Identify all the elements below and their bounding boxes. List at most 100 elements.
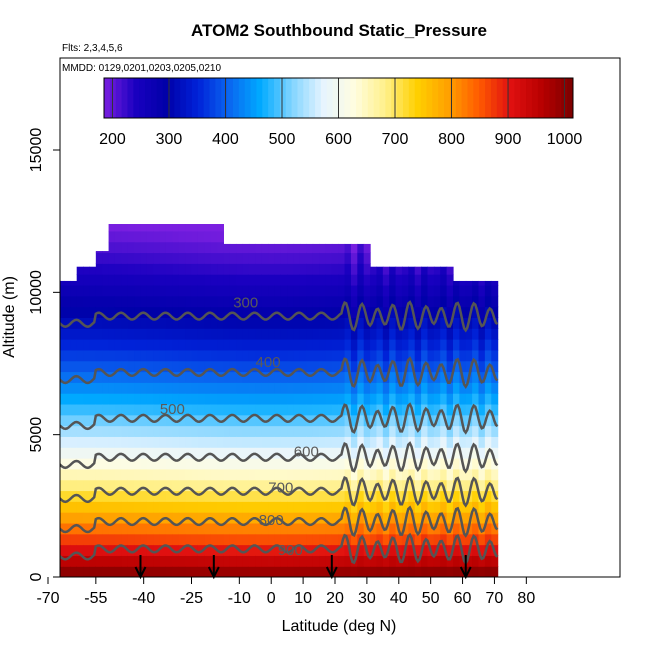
- heatmap-cell: [191, 317, 199, 329]
- heatmap-cell: [146, 339, 154, 351]
- heatmap-cell: [274, 458, 282, 470]
- heatmap-cell: [312, 360, 320, 373]
- heatmap-cell: [491, 479, 499, 492]
- heatmap-cell: [140, 328, 148, 340]
- heatmap-cell: [268, 566, 276, 577]
- heatmap-cell: [140, 436, 148, 448]
- heatmap-cell: [127, 447, 135, 459]
- heatmap-cell: [108, 447, 116, 459]
- heatmap-cell: [268, 522, 276, 535]
- heatmap-cell: [255, 512, 263, 524]
- heatmap-cell: [357, 479, 365, 492]
- colorbar-segment: [344, 78, 351, 118]
- heatmap-cell: [427, 295, 435, 308]
- heatmap-cell: [357, 328, 365, 340]
- heatmap-cell: [134, 479, 142, 492]
- heatmap-cell: [452, 339, 460, 351]
- heatmap-cell: [312, 349, 320, 362]
- heatmap-cell: [325, 295, 333, 308]
- heatmap-cell: [127, 393, 135, 405]
- heatmap-cell: [217, 349, 224, 362]
- heatmap-cell: [121, 263, 129, 275]
- heatmap-cell: [325, 284, 333, 297]
- heatmap-cell: [114, 403, 122, 416]
- heatmap-cell: [376, 555, 384, 567]
- heatmap-cell: [191, 393, 199, 405]
- heatmap-cell: [408, 544, 416, 556]
- heatmap-cell: [395, 266, 403, 275]
- heatmap-cell: [172, 458, 180, 470]
- heatmap-cell: [134, 501, 142, 513]
- heatmap-cell: [357, 360, 365, 373]
- heatmap-cell: [178, 252, 186, 264]
- heatmap-cell: [242, 501, 250, 513]
- heatmap-cell: [452, 295, 460, 308]
- heatmap-cell: [204, 328, 212, 340]
- heatmap-cell: [299, 501, 307, 513]
- heatmap-cell: [331, 555, 339, 567]
- heatmap-cell: [83, 284, 91, 297]
- heatmap-cell: [134, 458, 142, 470]
- heatmap-cell: [325, 458, 333, 470]
- heatmap-cell: [248, 295, 256, 308]
- heatmap-cell: [357, 284, 365, 297]
- heatmap-cell: [299, 263, 307, 275]
- heatmap-cell: [274, 360, 282, 373]
- colorbar-segment: [338, 78, 345, 118]
- heatmap-cell: [223, 243, 231, 254]
- x-tick-label: 0: [267, 590, 276, 607]
- heatmap-cell: [452, 328, 460, 340]
- heatmap-cell: [350, 447, 358, 459]
- heatmap-cell: [210, 447, 218, 459]
- heatmap-cell: [376, 403, 384, 416]
- heatmap-cell: [408, 501, 416, 513]
- heatmap-cell: [389, 360, 397, 373]
- heatmap-cell: [108, 490, 116, 502]
- heatmap-cell: [331, 349, 339, 362]
- heatmap-cell: [185, 274, 193, 286]
- heatmap-cell: [63, 425, 71, 437]
- heatmap-cell: [319, 349, 327, 362]
- heatmap-cell: [76, 436, 84, 448]
- heatmap-cell: [293, 317, 301, 329]
- heatmap-cell: [165, 284, 173, 297]
- heatmap-cell: [459, 339, 467, 351]
- heatmap-cell: [421, 468, 429, 481]
- heatmap-cell: [159, 436, 167, 448]
- heatmap-cell: [197, 458, 205, 470]
- heatmap-cell: [146, 224, 154, 232]
- heatmap-cell: [338, 284, 346, 297]
- heatmap-cell: [121, 403, 129, 416]
- heatmap-cell: [255, 393, 263, 405]
- colorbar-segment: [244, 78, 252, 118]
- heatmap-cell: [306, 425, 314, 437]
- heatmap-cell: [268, 317, 276, 329]
- heatmap-cell: [204, 468, 212, 481]
- heatmap-cell: [191, 252, 199, 264]
- heatmap-cell: [312, 284, 320, 297]
- heatmap-cell: [472, 306, 480, 318]
- heatmap-cell: [433, 566, 441, 577]
- heatmap-cell: [76, 295, 84, 308]
- heatmap-cell: [223, 490, 231, 502]
- heatmap-cell: [312, 544, 320, 556]
- heatmap-cell: [178, 263, 186, 275]
- heatmap-cell: [236, 436, 244, 448]
- heatmap-cell: [108, 263, 116, 275]
- heatmap-cell: [210, 468, 218, 481]
- heatmap-cell: [229, 458, 237, 470]
- heatmap-cell: [319, 436, 327, 448]
- heatmap-cell: [331, 371, 339, 383]
- colorbar-tick-label: 1000: [547, 131, 583, 148]
- heatmap-cell: [408, 458, 416, 470]
- heatmap-cell: [293, 490, 301, 502]
- heatmap-cell: [178, 501, 186, 513]
- heatmap-cell: [76, 274, 84, 286]
- heatmap-cell: [102, 436, 110, 448]
- heatmap-cell: [389, 468, 397, 481]
- colorbar-segment: [262, 78, 269, 118]
- heatmap-cell: [319, 317, 327, 329]
- heatmap-cell: [427, 339, 435, 351]
- heatmap-cell: [242, 458, 250, 470]
- heatmap-cell: [134, 468, 142, 481]
